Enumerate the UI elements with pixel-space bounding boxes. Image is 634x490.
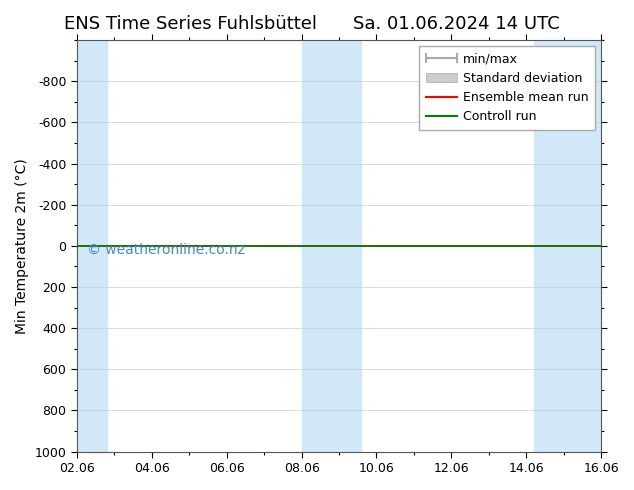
Text: ENS Time Series Fuhlsbüttel: ENS Time Series Fuhlsbüttel [63,15,317,33]
Legend: min/max, Standard deviation, Ensemble mean run, Controll run: min/max, Standard deviation, Ensemble me… [419,47,595,130]
Bar [302,40,361,452]
Y-axis label: Min Temperature 2m (°C): Min Temperature 2m (°C) [15,158,29,334]
Bar [534,40,601,452]
Text: Sa. 01.06.2024 14 UTC: Sa. 01.06.2024 14 UTC [353,15,560,33]
Bar [77,40,107,452]
Text: © weatheronline.co.nz: © weatheronline.co.nz [87,243,245,257]
